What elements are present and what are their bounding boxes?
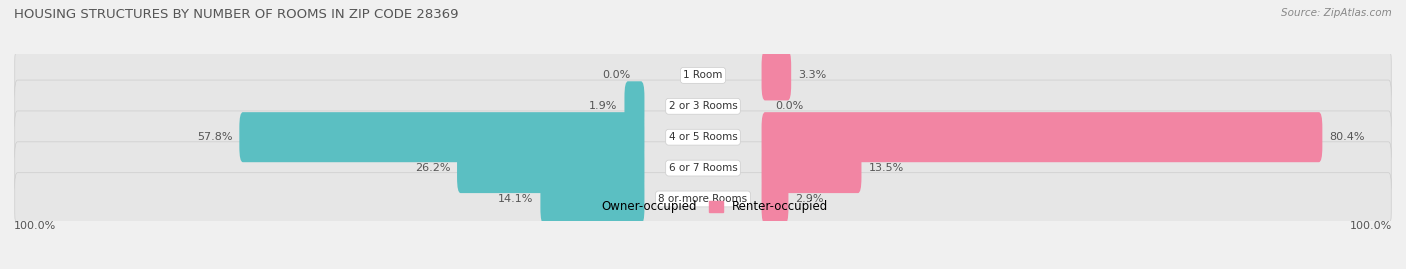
Text: 100.0%: 100.0% — [14, 221, 56, 231]
FancyBboxPatch shape — [14, 111, 1392, 164]
FancyBboxPatch shape — [762, 112, 1323, 162]
Text: Source: ZipAtlas.com: Source: ZipAtlas.com — [1281, 8, 1392, 18]
FancyBboxPatch shape — [14, 49, 1392, 102]
FancyBboxPatch shape — [457, 143, 644, 193]
FancyBboxPatch shape — [239, 112, 644, 162]
Text: 6 or 7 Rooms: 6 or 7 Rooms — [669, 163, 737, 173]
FancyBboxPatch shape — [624, 81, 644, 131]
FancyBboxPatch shape — [540, 174, 644, 224]
Text: 100.0%: 100.0% — [1350, 221, 1392, 231]
FancyBboxPatch shape — [762, 50, 792, 100]
Text: 8 or more Rooms: 8 or more Rooms — [658, 194, 748, 204]
Text: 14.1%: 14.1% — [498, 194, 533, 204]
Text: 4 or 5 Rooms: 4 or 5 Rooms — [669, 132, 737, 142]
Text: 1.9%: 1.9% — [589, 101, 617, 111]
FancyBboxPatch shape — [14, 173, 1392, 225]
Text: HOUSING STRUCTURES BY NUMBER OF ROOMS IN ZIP CODE 28369: HOUSING STRUCTURES BY NUMBER OF ROOMS IN… — [14, 8, 458, 21]
Text: 26.2%: 26.2% — [415, 163, 450, 173]
FancyBboxPatch shape — [14, 142, 1392, 194]
Text: 80.4%: 80.4% — [1329, 132, 1365, 142]
Legend: Owner-occupied, Renter-occupied: Owner-occupied, Renter-occupied — [572, 196, 834, 218]
FancyBboxPatch shape — [762, 174, 789, 224]
Text: 2 or 3 Rooms: 2 or 3 Rooms — [669, 101, 737, 111]
Text: 3.3%: 3.3% — [799, 70, 827, 80]
Text: 57.8%: 57.8% — [197, 132, 232, 142]
Text: 0.0%: 0.0% — [775, 101, 804, 111]
FancyBboxPatch shape — [14, 80, 1392, 133]
Text: 2.9%: 2.9% — [796, 194, 824, 204]
FancyBboxPatch shape — [762, 143, 862, 193]
Text: 1 Room: 1 Room — [683, 70, 723, 80]
Text: 13.5%: 13.5% — [869, 163, 904, 173]
Text: 0.0%: 0.0% — [602, 70, 631, 80]
